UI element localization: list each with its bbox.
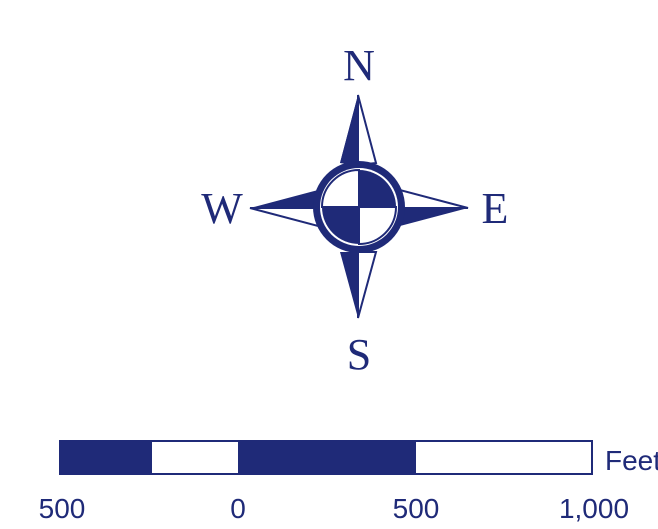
west-arrow-fill [250, 190, 318, 208]
scale-label-left-500: 500 [39, 493, 86, 524]
scale-segment-3 [238, 441, 416, 474]
compass-south-label: S [347, 330, 371, 379]
compass-rose-icon: N S W E [201, 41, 508, 379]
compass-north-label: N [343, 41, 375, 90]
scale-label-right-500: 500 [393, 493, 440, 524]
scale-segment-4 [416, 441, 592, 474]
compass-east-label: E [482, 184, 509, 233]
compass-west-label: W [201, 184, 243, 233]
scale-unit-label: Feet [605, 445, 658, 476]
north-arrow-outline [357, 94, 378, 167]
scale-bar-outline [59, 440, 593, 475]
scale-label-zero: 0 [230, 493, 246, 524]
south-arrow-outline [357, 251, 378, 319]
compass-center [320, 168, 398, 246]
scale-label-1000: 1,000 [559, 493, 629, 524]
scale-bar: 500 0 500 1,000 Feet [39, 440, 658, 524]
scale-segment-2 [152, 441, 238, 474]
east-arrow-fill [400, 208, 468, 226]
scale-segment-1 [60, 441, 152, 474]
east-arrow-outline [399, 188, 469, 209]
south-arrow-fill [340, 252, 358, 318]
west-arrow-outline [249, 207, 319, 228]
